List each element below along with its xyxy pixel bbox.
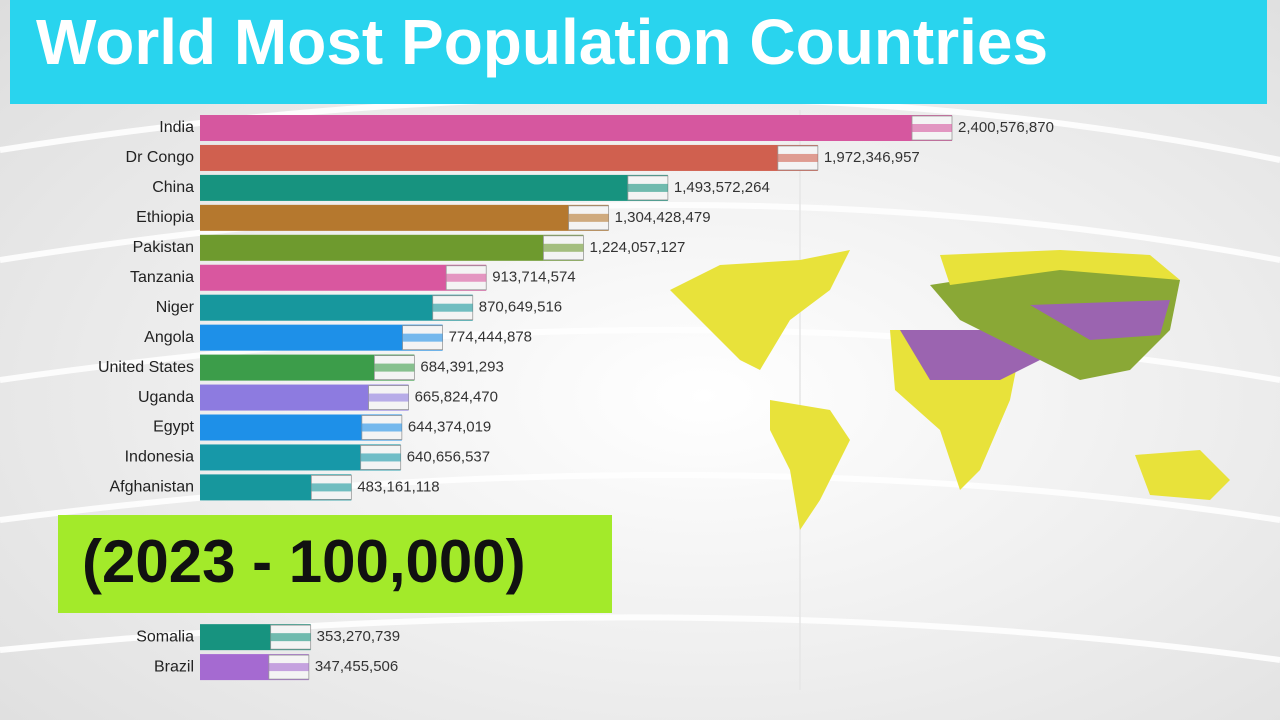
value-label: 483,161,118 bbox=[357, 478, 439, 495]
bar bbox=[200, 264, 487, 291]
bar bbox=[200, 144, 818, 171]
flag-stripe bbox=[432, 303, 473, 312]
category-label: Pakistan bbox=[133, 239, 194, 256]
flag-stripe bbox=[311, 483, 352, 492]
value-label: 640,656,537 bbox=[407, 448, 490, 465]
value-label: 774,444,878 bbox=[449, 329, 532, 346]
flag-stripe bbox=[627, 183, 668, 192]
value-label: 1,972,346,957 bbox=[824, 149, 920, 166]
flag-stripe bbox=[361, 423, 402, 432]
flag-stripe bbox=[368, 393, 409, 402]
value-label: 347,455,506 bbox=[315, 658, 398, 675]
value-label: 684,391,293 bbox=[420, 359, 503, 376]
bar bbox=[200, 234, 584, 261]
value-label: 353,270,739 bbox=[317, 628, 400, 645]
value-label: 870,649,516 bbox=[479, 299, 562, 316]
category-label: India bbox=[159, 119, 194, 136]
flag-stripe bbox=[374, 363, 415, 372]
value-label: 1,224,057,127 bbox=[589, 239, 685, 256]
value-label: 1,304,428,479 bbox=[615, 209, 711, 226]
flag-stripe bbox=[777, 153, 818, 162]
category-label: Egypt bbox=[153, 419, 194, 436]
category-label: Angola bbox=[144, 329, 194, 346]
category-label: Niger bbox=[156, 299, 195, 316]
flag-stripe bbox=[270, 633, 311, 642]
world-map bbox=[670, 250, 1230, 530]
bar bbox=[200, 324, 443, 351]
category-label: Brazil bbox=[154, 658, 194, 675]
flag-stripe bbox=[402, 333, 443, 342]
category-label: Somalia bbox=[136, 628, 194, 645]
category-label: Afghanistan bbox=[109, 479, 194, 496]
bar bbox=[200, 174, 668, 201]
title-box bbox=[10, 0, 1267, 104]
flag-stripe bbox=[568, 213, 609, 222]
annotation-box bbox=[58, 515, 612, 613]
flag-stripe bbox=[543, 243, 584, 252]
value-label: 644,374,019 bbox=[408, 418, 491, 435]
flag-stripe bbox=[912, 124, 952, 132]
category-label: Uganda bbox=[138, 389, 194, 406]
category-label: Dr Congo bbox=[126, 149, 195, 166]
category-label: Indonesia bbox=[125, 449, 194, 466]
annotation: (2023 - 100,000) bbox=[82, 528, 526, 595]
value-label: 1,493,572,264 bbox=[674, 179, 770, 196]
value-label: 913,714,574 bbox=[492, 269, 575, 286]
bars: India 2,400,576,870 Dr Congo 1,972,346,957 C… bbox=[98, 115, 1054, 681]
chart-title: World Most Population Countries bbox=[36, 6, 1048, 78]
flag-stripe bbox=[268, 663, 309, 672]
bar bbox=[200, 294, 473, 321]
category-label: China bbox=[152, 179, 194, 196]
category-label: Tanzania bbox=[130, 269, 194, 286]
value-label: 2,400,576,870 bbox=[958, 119, 1054, 136]
bar bbox=[200, 115, 952, 141]
bar bbox=[200, 204, 609, 231]
flag-stripe bbox=[446, 273, 487, 282]
flag-stripe bbox=[360, 453, 401, 462]
category-label: United States bbox=[98, 359, 194, 376]
value-label: 665,824,470 bbox=[415, 389, 498, 406]
category-label: Ethiopia bbox=[136, 209, 194, 226]
